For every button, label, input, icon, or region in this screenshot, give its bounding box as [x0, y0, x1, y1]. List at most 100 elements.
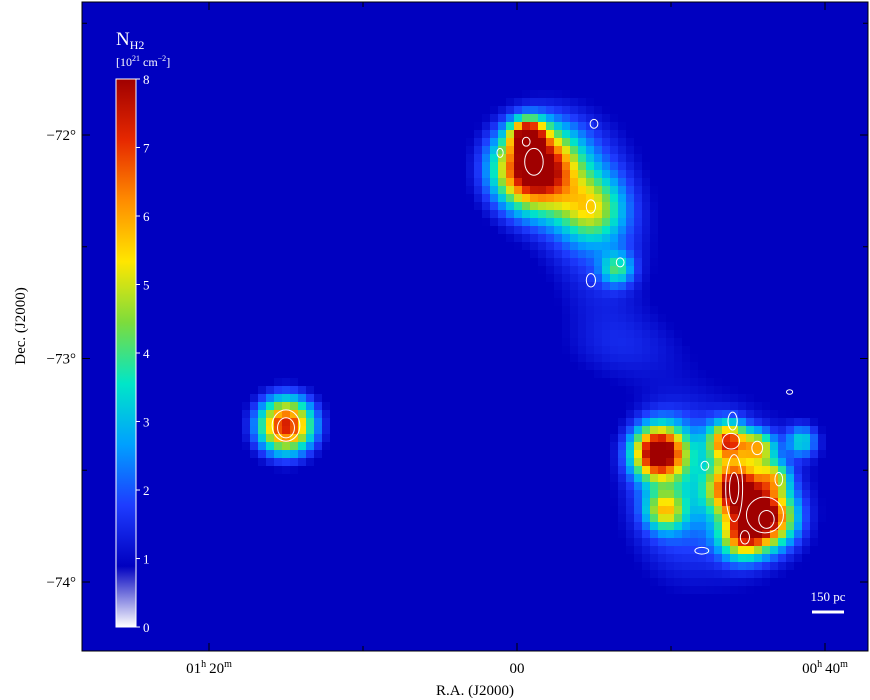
map-pixel [610, 466, 618, 474]
map-pixel [562, 194, 570, 202]
map-pixel [722, 506, 730, 514]
map-pixel [562, 186, 570, 194]
map-pixel [322, 442, 330, 450]
map-pixel [570, 266, 578, 274]
map-pixel [498, 138, 506, 146]
map-pixel [554, 298, 562, 306]
map-pixel [602, 146, 610, 154]
map-pixel [474, 202, 482, 210]
map-pixel [730, 466, 738, 474]
map-pixel [586, 330, 594, 338]
map-pixel [610, 362, 618, 370]
map-pixel [490, 130, 498, 138]
map-pixel [634, 434, 642, 442]
map-pixel [674, 394, 682, 402]
map-pixel [754, 442, 762, 450]
map-pixel [746, 458, 754, 466]
map-pixel [602, 130, 610, 138]
map-pixel [626, 418, 634, 426]
map-pixel [682, 410, 690, 418]
map-pixel [602, 114, 610, 122]
map-pixel [618, 146, 626, 154]
map-pixel [746, 562, 754, 570]
map-pixel [570, 274, 578, 282]
colorbar-quantity: NH2 [116, 29, 144, 52]
map-pixel [730, 386, 738, 394]
map-pixel [794, 546, 802, 554]
map-pixel [474, 146, 482, 154]
map-pixel [594, 242, 602, 250]
map-pixel [810, 530, 818, 538]
map-pixel [730, 458, 738, 466]
map-pixel [690, 354, 698, 362]
map-pixel [754, 506, 762, 514]
map-pixel [626, 546, 634, 554]
map-pixel [538, 162, 546, 170]
map-pixel [762, 522, 770, 530]
map-pixel [618, 130, 626, 138]
map-pixel [658, 570, 666, 578]
map-pixel [482, 170, 490, 178]
map-pixel [682, 370, 690, 378]
map-pixel [522, 106, 530, 114]
map-pixel [650, 322, 658, 330]
map-pixel [754, 410, 762, 418]
map-pixel [514, 146, 522, 154]
map-pixel [514, 186, 522, 194]
map-pixel [578, 346, 586, 354]
map-pixel [634, 426, 642, 434]
map-pixel [666, 514, 674, 522]
map-pixel [642, 418, 650, 426]
map-pixel [482, 162, 490, 170]
map-pixel [698, 482, 706, 490]
map-pixel [714, 514, 722, 522]
colorbar-gradient [115, 78, 137, 628]
map-pixel [530, 186, 538, 194]
map-pixel [618, 226, 626, 234]
map-pixel [602, 314, 610, 322]
map-pixel [658, 338, 666, 346]
map-pixel [722, 450, 730, 458]
map-pixel [618, 498, 626, 506]
map-pixel [266, 434, 274, 442]
map-pixel [682, 450, 690, 458]
map-pixel [650, 554, 658, 562]
map-pixel [626, 482, 634, 490]
map-pixel [282, 386, 290, 394]
map-pixel [802, 490, 810, 498]
map-pixel [610, 378, 618, 386]
map-pixel [642, 466, 650, 474]
map-pixel [626, 210, 634, 218]
map-pixel [650, 538, 658, 546]
map-pixel [530, 170, 538, 178]
map-pixel [626, 538, 634, 546]
map-pixel [658, 514, 666, 522]
map-pixel [682, 546, 690, 554]
map-pixel [674, 434, 682, 442]
map-pixel [618, 530, 626, 538]
map-pixel [586, 170, 594, 178]
y-tick-label: −74° [47, 575, 76, 591]
map-pixel [818, 450, 826, 458]
map-pixel [570, 114, 578, 122]
map-pixel [554, 186, 562, 194]
map-pixel [706, 522, 714, 530]
map-pixel [690, 426, 698, 434]
map-pixel [290, 442, 298, 450]
map-pixel [474, 186, 482, 194]
map-pixel [538, 154, 546, 162]
map-pixel [658, 394, 666, 402]
map-pixel [490, 178, 498, 186]
map-pixel [770, 490, 778, 498]
map-pixel [762, 546, 770, 554]
map-pixel [658, 426, 666, 434]
map-pixel [546, 170, 554, 178]
map-pixel [714, 378, 722, 386]
map-pixel [610, 226, 618, 234]
map-pixel [530, 138, 538, 146]
map-pixel [594, 290, 602, 298]
map-pixel [666, 426, 674, 434]
map-pixel [586, 258, 594, 266]
map-pixel [642, 410, 650, 418]
map-pixel [722, 554, 730, 562]
